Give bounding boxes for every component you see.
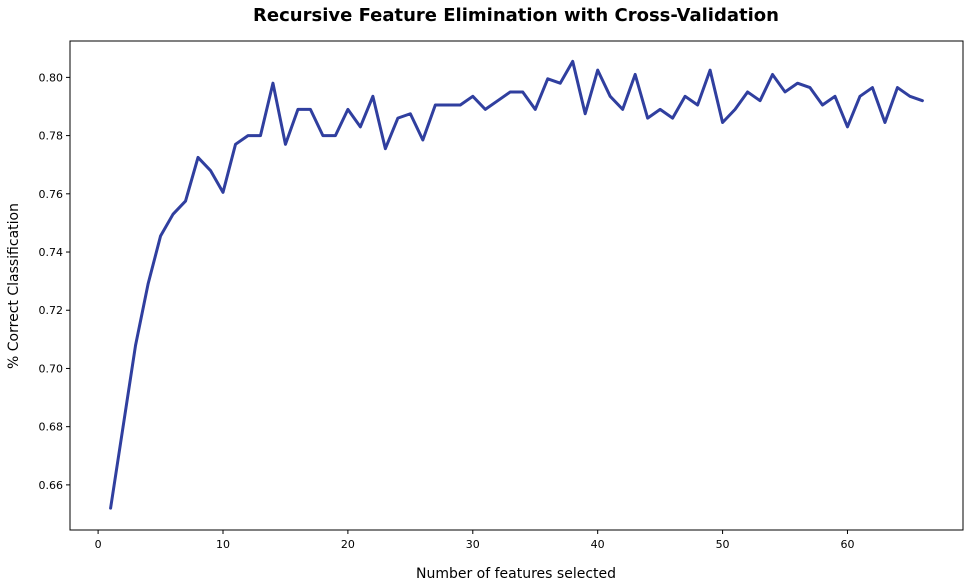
data-point — [484, 108, 487, 111]
data-point — [796, 82, 799, 85]
data-point — [908, 95, 912, 98]
y-tick-label: 0.74 — [39, 246, 64, 259]
data-point — [509, 90, 512, 94]
data-point — [721, 121, 724, 124]
data-point — [184, 199, 187, 203]
data-point — [121, 425, 125, 428]
data-point — [471, 95, 474, 98]
data-point — [259, 134, 262, 137]
data-point — [134, 343, 137, 347]
data-point — [159, 234, 162, 238]
data-point — [758, 99, 762, 102]
x-tick-label: 40 — [591, 538, 605, 551]
data-point — [146, 282, 150, 286]
data-point — [896, 86, 899, 89]
y-tick-label: 0.70 — [39, 362, 64, 375]
data-point — [633, 73, 637, 76]
data-point — [221, 191, 225, 194]
y-tick-label: 0.78 — [39, 130, 64, 143]
y-tick-label: 0.80 — [39, 71, 64, 84]
data-point — [521, 90, 524, 94]
data-point — [846, 125, 849, 129]
series-line — [109, 59, 924, 510]
data-point — [571, 60, 574, 63]
data-point — [271, 82, 275, 85]
data-point — [384, 147, 387, 150]
data-point — [234, 143, 237, 146]
data-point — [296, 108, 300, 111]
data-point — [371, 95, 375, 98]
data-point — [196, 156, 200, 159]
data-point — [446, 103, 450, 107]
data-point — [321, 134, 325, 137]
data-point — [696, 103, 699, 107]
x-tick-label: 20 — [341, 538, 355, 551]
data-point — [821, 103, 824, 107]
data-point — [459, 103, 462, 107]
data-point — [359, 125, 362, 129]
data-point — [246, 134, 250, 137]
data-point — [746, 90, 749, 94]
data-point — [871, 86, 874, 89]
data-point — [559, 82, 562, 85]
data-point — [608, 95, 612, 98]
data-point — [808, 86, 812, 89]
chart-title: Recursive Feature Elimination with Cross… — [253, 5, 779, 26]
data-point — [334, 134, 337, 137]
data-point — [671, 116, 674, 120]
x-axis-label: Number of features selected — [416, 566, 616, 582]
data-point — [409, 112, 412, 115]
y-tick-label: 0.72 — [39, 304, 64, 317]
x-tick-label: 50 — [716, 538, 730, 551]
series-points — [109, 60, 924, 510]
data-point — [921, 99, 924, 102]
data-point — [171, 212, 175, 216]
data-point — [434, 103, 437, 107]
data-point — [708, 68, 712, 72]
data-point — [683, 95, 687, 98]
x-tick-label: 60 — [840, 538, 854, 551]
y-tick-label: 0.68 — [39, 421, 64, 434]
data-point — [858, 95, 862, 98]
data-point — [833, 95, 837, 98]
data-point — [546, 77, 549, 81]
data-point — [534, 108, 537, 111]
data-point — [309, 108, 312, 111]
data-point — [284, 143, 287, 146]
data-point — [396, 116, 400, 120]
plot-area-frame — [69, 40, 964, 531]
data-point — [421, 138, 425, 142]
data-point — [771, 73, 774, 76]
y-tick-label: 0.76 — [39, 188, 64, 201]
axis-ticks: 0 10 20 30 40 50 60 0.66 0.68 0.70 0.72 0.74 0.76 0.7… — [39, 71, 855, 551]
data-point — [733, 108, 737, 111]
data-point — [583, 112, 587, 115]
y-axis-label: % Correct Classification — [6, 203, 22, 369]
data-point — [658, 108, 662, 111]
data-point — [783, 90, 787, 94]
x-tick-label: 0 — [95, 538, 102, 551]
data-point — [883, 121, 887, 124]
x-tick-label: 30 — [466, 538, 480, 551]
data-point — [109, 506, 112, 510]
data-point — [496, 99, 499, 102]
data-point — [646, 116, 649, 120]
y-tick-label: 0.66 — [39, 479, 64, 492]
data-point — [209, 169, 212, 172]
data-point — [621, 108, 624, 111]
x-tick-label: 10 — [216, 538, 230, 551]
data-point — [596, 68, 599, 72]
data-point — [346, 108, 350, 111]
